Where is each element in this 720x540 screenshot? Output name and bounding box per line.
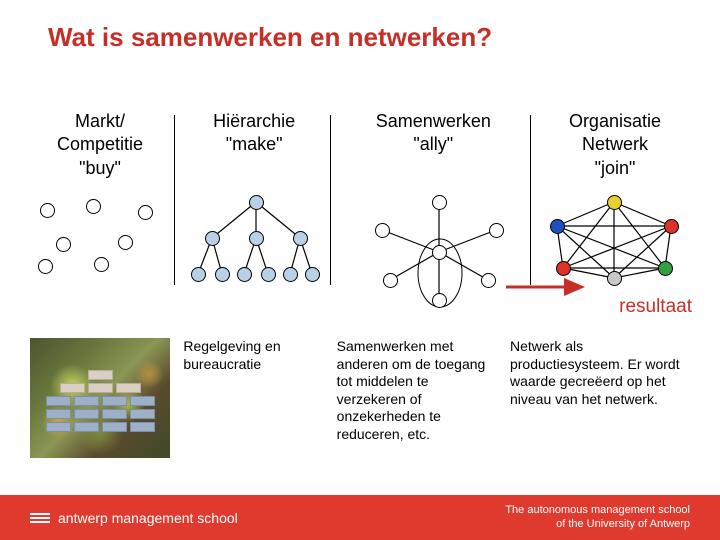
col-header-collaborate: Samenwerken "ally": [338, 110, 528, 180]
bottom-collaborate-text: Samenwerken met anderen om de toegang to…: [337, 338, 497, 458]
diagram-market: [30, 195, 170, 275]
result-arrow-icon: [504, 278, 594, 301]
col-header-hierarchy: Hiërarchie "make": [182, 110, 327, 180]
footer-right-line1: The autonomous management school: [505, 504, 690, 517]
col3-line2: "ally": [338, 133, 528, 156]
col1-line3: "buy": [30, 157, 170, 180]
footer-logo-left: antwerp management school: [30, 510, 238, 526]
bottom-hierarchy: Regelgeving en bureaucratie: [183, 338, 323, 458]
col4-line3: "join": [540, 157, 690, 180]
col4-line1: Organisatie: [540, 110, 690, 133]
col1-line1: Markt/: [30, 110, 170, 133]
col-header-market: Markt/ Competitie "buy": [30, 110, 170, 180]
bottom-network-text: Netwerk als productiesysteem. Er wordt w…: [510, 338, 690, 458]
col1-line2: Competitie: [30, 133, 170, 156]
org-chart-icon: [40, 370, 160, 450]
slide-title: Wat is samenwerken en netwerken?: [48, 22, 492, 53]
col3-line1: Samenwerken: [338, 110, 528, 133]
col2-line2: "make": [182, 133, 327, 156]
diagram-collaborate: [365, 195, 515, 305]
column-headers: Markt/ Competitie "buy" Hiërarchie "make…: [30, 110, 690, 180]
bottom-row: Regelgeving en bureaucratie Samenwerken …: [30, 338, 690, 458]
footer-bar: antwerp management school The autonomous…: [0, 495, 720, 540]
logo-bars-icon: [30, 513, 50, 523]
footer-right-line2: of the University of Antwerp: [505, 518, 690, 531]
col-header-network: Organisatie Netwerk "join": [540, 110, 690, 180]
bottom-hier-text: Regelgeving en bureaucratie: [183, 338, 323, 373]
footer-logo-right: The autonomous management school of the …: [505, 504, 690, 530]
col4-line2: Netwerk: [540, 133, 690, 156]
footer-left-text: antwerp management school: [58, 510, 238, 526]
diagram-hierarchy: [185, 195, 330, 285]
diagram-network: [540, 195, 690, 285]
result-label: resultaat: [619, 296, 692, 318]
col2-line1: Hiërarchie: [182, 110, 327, 133]
